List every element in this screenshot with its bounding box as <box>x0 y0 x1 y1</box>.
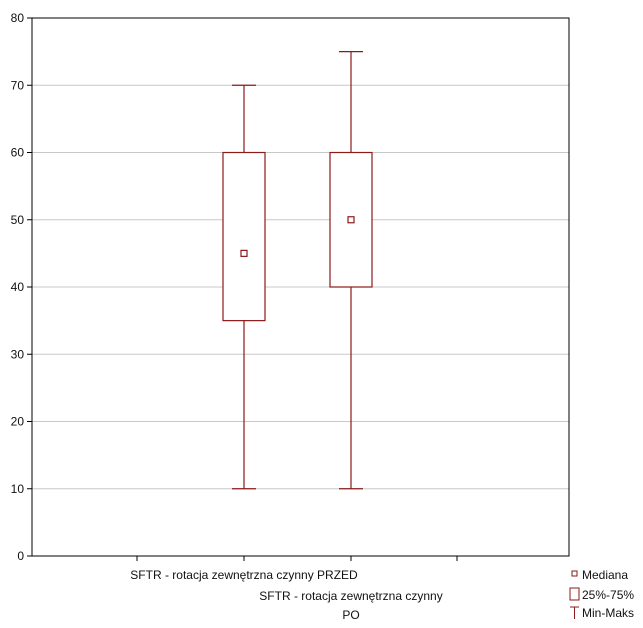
legend-label: Min-Maks <box>582 606 634 620</box>
plot-frame <box>31 17 570 557</box>
y-tick-label: 50 <box>11 213 25 227</box>
legend: Mediana 25%-75% Min-Maks <box>569 568 634 620</box>
y-tick-label: 60 <box>11 146 25 160</box>
x-category-label: PO <box>342 608 359 622</box>
grid-lines <box>32 84 569 490</box>
legend-label: Mediana <box>582 568 628 582</box>
y-tick-label: 0 <box>17 549 24 563</box>
y-tick-label: 20 <box>11 415 25 429</box>
y-tick-label: 70 <box>11 78 25 92</box>
x-category-label: SFTR - rotacja zewnętrzna czynny <box>259 589 442 603</box>
y-axis: 0 10 20 30 40 50 60 70 80 <box>11 11 32 563</box>
iqr-box <box>222 151 266 322</box>
x-axis: SFTR - rotacja zewnętrzna czynny PRZED SF… <box>130 556 458 622</box>
y-tick-label: 80 <box>11 11 25 25</box>
y-tick-label: 10 <box>11 482 25 496</box>
boxes <box>222 51 373 490</box>
median-marker <box>240 249 248 257</box>
legend-median-symbol <box>571 570 578 577</box>
median-marker <box>347 216 355 224</box>
legend-box-symbol <box>569 587 580 601</box>
x-category-label: SFTR - rotacja zewnętrzna czynny PRZED <box>130 568 358 582</box>
y-tick-label: 40 <box>11 280 25 294</box>
y-tick-label: 30 <box>11 347 25 361</box>
legend-label: 25%-75% <box>582 588 634 602</box>
